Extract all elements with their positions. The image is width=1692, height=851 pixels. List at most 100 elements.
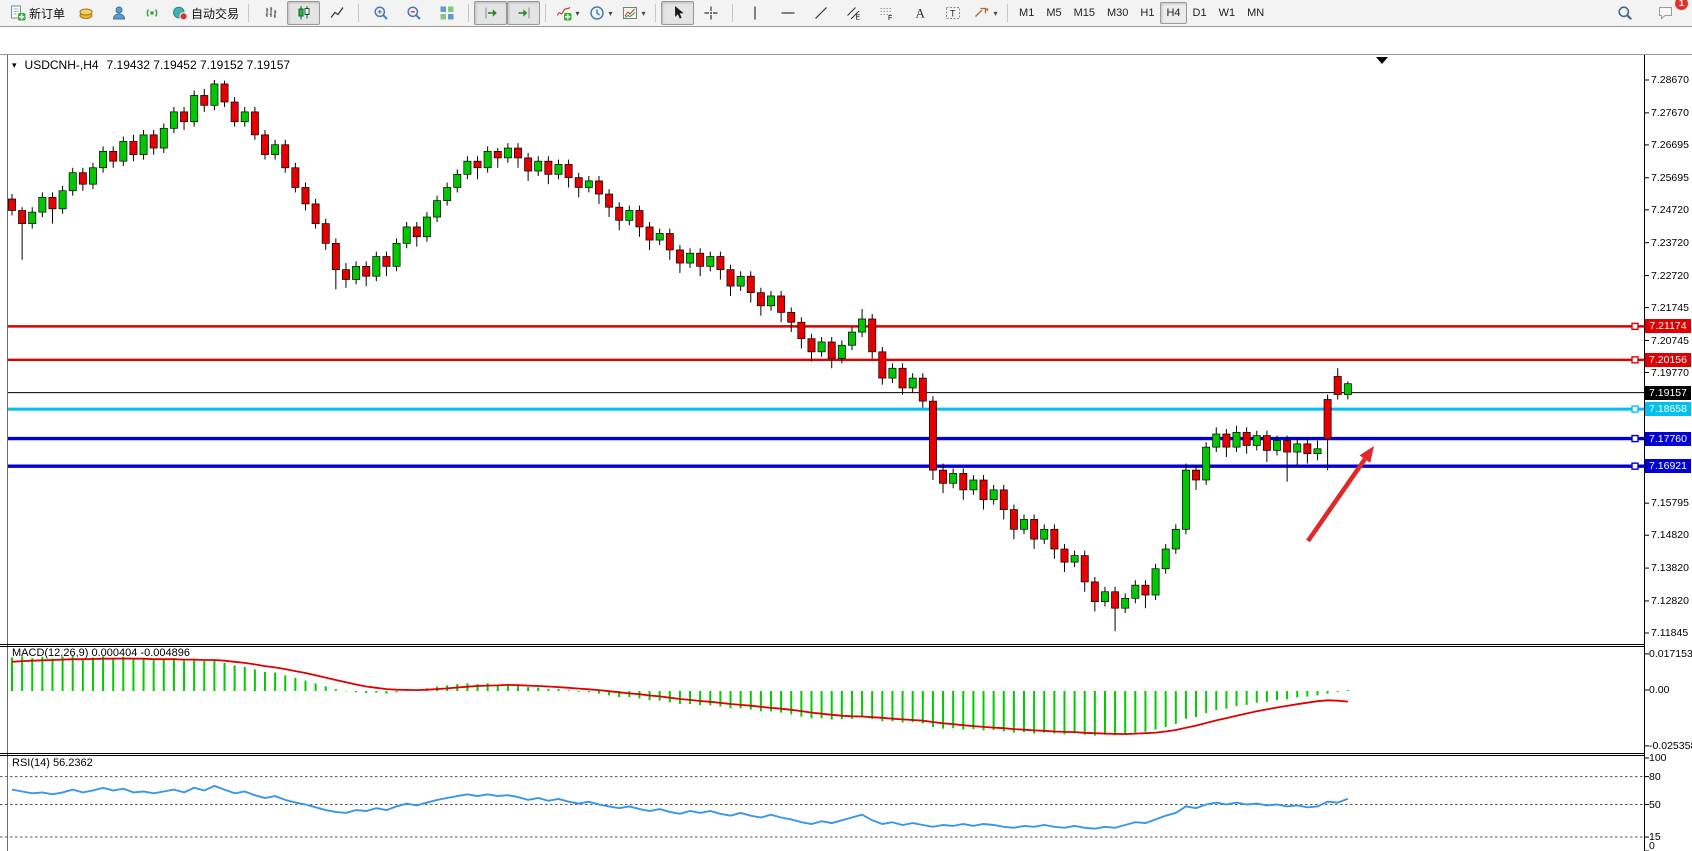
bar-chart-button[interactable] — [254, 1, 287, 25]
shapes-button[interactable]: ▾ — [969, 1, 1002, 25]
zoom-in-icon — [373, 6, 388, 20]
cursor-button[interactable] — [661, 1, 695, 25]
chart-frame — [0, 54, 1692, 851]
label-button[interactable]: T — [936, 1, 969, 25]
signals-button[interactable] — [135, 1, 168, 25]
search-icon — [1617, 6, 1632, 20]
rsi-line — [11, 784, 1349, 830]
timeframe-button-m1[interactable]: M1 — [1019, 7, 1035, 19]
chart-shift-button[interactable] — [507, 1, 541, 25]
chart-window[interactable]: 7.28670 7.27670 7.26695 7.25695 7.24720 7.237… — [0, 27, 1692, 851]
line-chart-button[interactable] — [320, 1, 353, 25]
toolbar-right-group: 1 — [1608, 0, 1688, 25]
zoom-out-icon — [406, 6, 421, 20]
toolbar-separator — [655, 4, 657, 22]
new-order-icon — [11, 5, 26, 21]
chevron-down-icon[interactable]: ▾ — [575, 8, 580, 18]
market-watch-button[interactable] — [69, 1, 102, 25]
shapes-icon — [974, 7, 989, 17]
toolbar-separator — [248, 4, 250, 22]
chart-shift-icon — [518, 7, 530, 19]
search-button[interactable] — [1608, 1, 1641, 25]
timeframe-button-m15[interactable]: M15 — [1073, 7, 1095, 19]
svg-text:A: A — [915, 6, 925, 21]
svg-text:E: E — [855, 15, 860, 22]
macd-signal-line — [11, 657, 1348, 736]
chat-icon — [1658, 7, 1672, 20]
toolbar-separator — [1007, 4, 1009, 22]
toolbar-separator — [468, 4, 470, 22]
label-icon: T — [945, 7, 960, 19]
notifications-button[interactable]: 1 — [1649, 0, 1688, 25]
candle-chart-button[interactable] — [287, 1, 321, 25]
rsi-axis-ticks — [1644, 757, 1649, 851]
signal-icon — [146, 9, 157, 17]
zoom-in-button[interactable] — [364, 1, 397, 25]
chevron-down-icon[interactable]: ▾ — [993, 8, 998, 18]
crosshair-icon — [704, 6, 718, 20]
line-handles[interactable] — [1631, 322, 1639, 470]
channel-icon: E — [846, 7, 860, 22]
timeframe-button-m5[interactable]: M5 — [1046, 7, 1062, 19]
vline-icon — [753, 6, 756, 20]
gold-icon — [79, 8, 93, 19]
toolbar-separator — [358, 4, 360, 22]
zoom-out-button[interactable] — [397, 1, 430, 25]
bars-icon — [265, 7, 276, 18]
chart-title: ▾ USDCNH-,H4 7.19432 7.19452 7.19152 7.1… — [12, 58, 290, 72]
toolbar-separator — [545, 4, 547, 22]
trendline-button[interactable] — [804, 1, 837, 25]
rsi-level-lines — [0, 776, 1644, 838]
periods-button[interactable]: ▾ — [584, 1, 617, 25]
timeframe-button-h4[interactable]: H4 — [1160, 2, 1187, 24]
trend-arrow-annotation[interactable] — [1306, 446, 1374, 543]
chart-canvas[interactable] — [0, 27, 1692, 851]
macd-axis-ticks — [1644, 653, 1649, 747]
profile-button[interactable] — [102, 1, 135, 25]
templates-button[interactable]: ▾ — [617, 1, 650, 25]
line-icon — [330, 7, 344, 18]
timeframe-button-d1[interactable]: D1 — [1192, 7, 1207, 19]
candlestick-series — [8, 80, 1352, 632]
fibo-button[interactable]: F — [870, 1, 903, 25]
clock-icon — [589, 6, 604, 20]
text-button[interactable]: A — [903, 1, 936, 25]
fibo-icon: F — [880, 8, 892, 21]
timeframe-button-w1[interactable]: W1 — [1218, 7, 1236, 19]
crosshair-button[interactable] — [694, 1, 727, 25]
macd-histogram — [11, 655, 1349, 736]
macd-indicator-label: MACD(12,26,9) 0.000404 -0.004896 — [12, 647, 190, 659]
trendline-icon — [814, 7, 827, 19]
timeframe-button-m30[interactable]: M30 — [1107, 7, 1129, 19]
svg-text:T: T — [950, 9, 956, 19]
chevron-down-icon[interactable]: ▾ — [641, 8, 646, 18]
svg-text:F: F — [888, 15, 892, 21]
symbol-dropdown-icon[interactable]: ▾ — [12, 59, 17, 70]
timeframe-button-mn[interactable]: MN — [1247, 7, 1265, 19]
auto-trading-button[interactable]: 自动交易 — [168, 1, 243, 25]
hline-button[interactable] — [771, 1, 804, 25]
robot-icon — [173, 6, 188, 21]
indicators-icon — [556, 6, 572, 21]
vline-button[interactable] — [738, 1, 771, 25]
toolbar-separator — [732, 4, 734, 22]
channel-button[interactable]: E — [837, 1, 870, 25]
person-icon — [112, 6, 125, 20]
indicators-button[interactable]: ▾ — [551, 1, 584, 25]
cursor-icon — [674, 6, 684, 19]
chart-title-ohlc: 7.19432 7.19452 7.19152 7.19157 — [106, 58, 291, 72]
text-icon: A — [915, 6, 925, 21]
tile-windows-button[interactable] — [430, 1, 463, 25]
timeframe-button-h1[interactable]: H1 — [1140, 7, 1155, 19]
template-icon — [622, 7, 637, 19]
auto-scroll-button[interactable] — [474, 1, 508, 25]
horizontal-lines[interactable] — [8, 325, 1644, 468]
chart-shift-marker[interactable] — [1376, 57, 1388, 64]
new-order-button-label: 新订单 — [29, 6, 66, 21]
candles-icon — [298, 6, 310, 20]
notification-badge: 1 — [1675, 0, 1688, 10]
chevron-down-icon[interactable]: ▾ — [608, 8, 613, 18]
new-order-button[interactable]: 新订单 — [6, 1, 69, 25]
rsi-indicator-label: RSI(14) 56.2362 — [12, 757, 93, 769]
